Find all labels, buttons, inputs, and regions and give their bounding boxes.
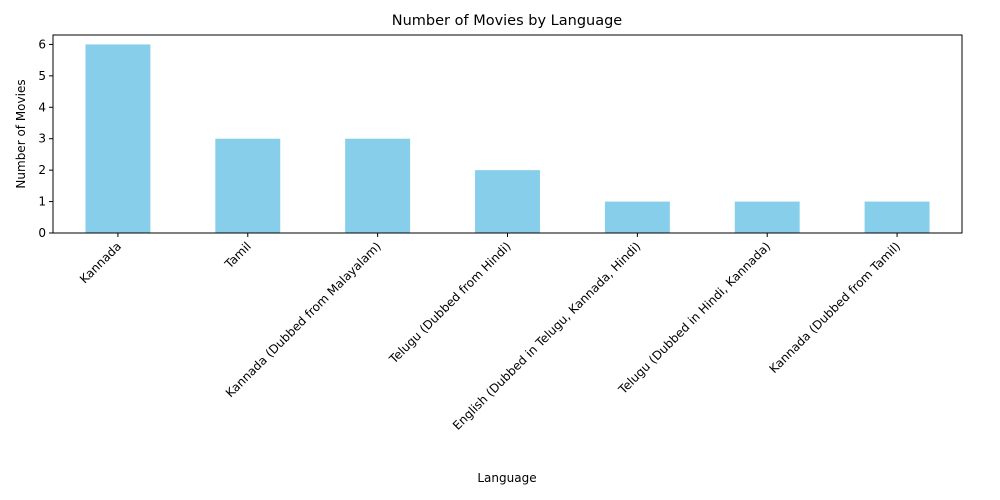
y-tick-label-0: 0: [38, 226, 46, 240]
x-axis-label: Language: [477, 471, 536, 485]
y-tick-label-6: 6: [38, 37, 46, 51]
chart-title: Number of Movies by Language: [392, 13, 623, 29]
x-tick-label-5: Telugu (Dubbed in Hindi, Kannada): [615, 239, 773, 397]
bar-1: [215, 138, 281, 233]
y-tick-label-2: 2: [38, 163, 46, 177]
x-tick-label-1: Tamil: [221, 239, 254, 272]
y-axis-label: Number of Movies: [14, 79, 28, 188]
plot-frame: [52, 34, 963, 234]
x-tick-label-6: Kannada (Dubbed from Tamil): [766, 239, 903, 376]
y-tick-label-3: 3: [38, 132, 46, 146]
x-tick-label-0: Kannada: [77, 239, 124, 286]
bars-group: [85, 44, 930, 233]
y-tick-label-1: 1: [38, 195, 46, 209]
y-tick-label-4: 4: [38, 100, 46, 114]
bar-4: [604, 201, 670, 233]
x-tick-label-3: Telugu (Dubbed from Hindi): [386, 239, 514, 367]
bar-0: [85, 44, 151, 233]
bar-5: [734, 201, 800, 233]
bar-6: [864, 201, 930, 233]
bar-3: [475, 170, 540, 233]
bar-2: [345, 138, 411, 233]
y-tick-label-5: 5: [38, 69, 46, 83]
y-axis: 0 1 2 3 4 5 6: [38, 37, 53, 240]
x-tick-label-2: Kannada (Dubbed from Malayalam): [223, 239, 384, 400]
